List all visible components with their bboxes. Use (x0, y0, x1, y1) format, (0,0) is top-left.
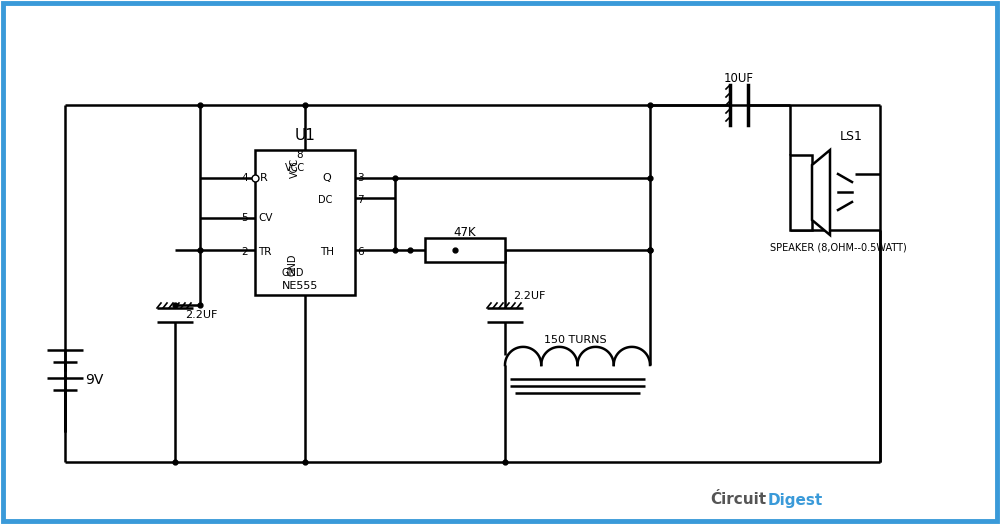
Text: Ćircuit: Ćircuit (710, 493, 766, 508)
Text: 6: 6 (357, 247, 364, 257)
Text: 7: 7 (357, 195, 364, 205)
Text: SPEAKER (8,OHM--0.5WATT): SPEAKER (8,OHM--0.5WATT) (770, 243, 907, 253)
Text: LS1: LS1 (840, 130, 863, 144)
Text: 2.2UF: 2.2UF (185, 310, 217, 320)
Text: Digest: Digest (768, 493, 823, 508)
Text: U1: U1 (295, 127, 315, 143)
Text: 2: 2 (241, 247, 248, 257)
Text: TR: TR (258, 247, 271, 257)
Text: NE555: NE555 (282, 281, 318, 291)
Text: DC: DC (318, 195, 332, 205)
Text: VCC: VCC (285, 163, 305, 173)
Text: 150 TURNS: 150 TURNS (544, 335, 606, 345)
Text: 9V: 9V (85, 373, 103, 387)
Text: 10UF: 10UF (724, 72, 754, 85)
Text: 47K: 47K (454, 225, 476, 238)
Text: 2.2UF: 2.2UF (513, 291, 545, 301)
Bar (255, 150, 355, 295)
FancyBboxPatch shape (3, 3, 997, 521)
Bar (790, 155, 812, 230)
Polygon shape (812, 150, 830, 235)
Text: 8: 8 (297, 150, 303, 160)
Text: 3: 3 (357, 173, 364, 183)
Bar (425, 238, 505, 262)
Text: 5: 5 (241, 213, 248, 223)
Text: GND: GND (282, 268, 304, 278)
Text: VCC: VCC (290, 158, 300, 178)
Text: CV: CV (258, 213, 272, 223)
Text: 4: 4 (241, 173, 248, 183)
Text: TH: TH (320, 247, 334, 257)
Text: R: R (260, 173, 268, 183)
Text: GND: GND (288, 254, 298, 276)
Text: Q: Q (322, 173, 331, 183)
